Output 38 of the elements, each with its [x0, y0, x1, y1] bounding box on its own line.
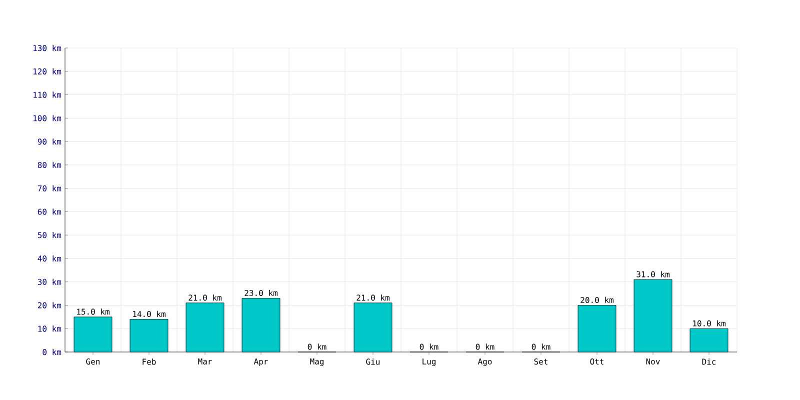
data-label: 15.0 km: [77, 308, 110, 315]
x-tick-label: Set: [534, 358, 548, 365]
data-label: 21.0 km: [188, 294, 222, 301]
data-label: 23.0 km: [244, 290, 278, 296]
x-tick-label: Mag: [310, 358, 324, 366]
x-tick-label: Apr: [254, 358, 268, 366]
y-tick-label: 80 km: [38, 162, 62, 168]
x-tick-label: Gen: [86, 358, 100, 365]
y-tick-label: 60 km: [38, 208, 62, 215]
y-tick-label: 10 km: [38, 326, 62, 332]
data-label: 31.0 km: [636, 271, 670, 278]
y-tick-label: 130 km: [34, 44, 62, 52]
x-tick-label: Mar: [198, 358, 212, 364]
x-tick-label: Dic: [702, 358, 716, 365]
data-label: 0 km: [532, 344, 550, 350]
x-tick-label: Giu: [366, 358, 380, 365]
x-tick-label: Feb: [142, 358, 156, 365]
y-tick-label: 30 km: [38, 278, 62, 285]
y-tick-label: 20 km: [38, 302, 62, 308]
y-tick-label: 50 km: [38, 232, 62, 238]
data-label: 21.0 km: [356, 294, 390, 301]
y-tick-label: 120 km: [34, 68, 62, 74]
data-label: 0 km: [476, 344, 494, 350]
y-tick-label: 0 km: [42, 348, 62, 356]
x-tick-label: Lug: [422, 358, 436, 366]
y-tick-label: 90 km: [38, 138, 62, 145]
data-label: 20.0 km: [580, 296, 614, 304]
data-label: 0 km: [420, 344, 438, 350]
x-tick-label: Nov: [646, 358, 660, 364]
data-label: 14.0 km: [133, 310, 166, 318]
y-tick-label: 40 km: [38, 255, 62, 262]
y-tick-label: 70 km: [38, 185, 62, 192]
y-tick-label: 100 km: [34, 115, 62, 122]
data-label: 0 km: [308, 344, 326, 350]
x-tick-label: Ago: [478, 358, 492, 366]
x-tick-label: Ott: [590, 358, 604, 365]
y-tick-label: 110 km: [34, 92, 62, 98]
data-label: 10.0 km: [693, 320, 726, 326]
